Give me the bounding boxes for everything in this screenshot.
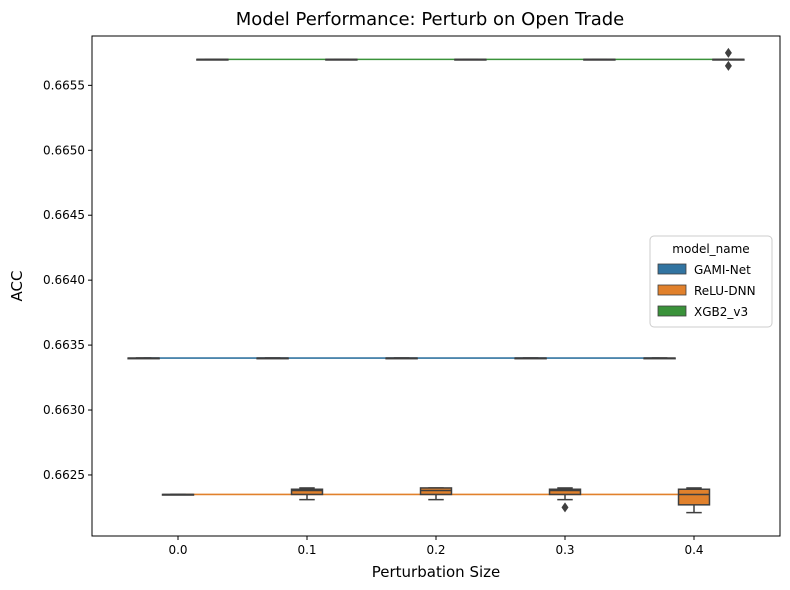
x-tick-label: 0.2: [426, 543, 445, 557]
box-0.1: [325, 58, 358, 61]
box-0.2: [454, 58, 487, 61]
box-body: [548, 488, 582, 496]
box-0.4: [712, 47, 745, 71]
outlier-point: [724, 60, 732, 71]
x-axis-label: Perturbation Size: [372, 563, 500, 581]
chart-title: Model Performance: Perturb on Open Trade: [236, 9, 625, 30]
legend-swatch: [657, 284, 687, 296]
y-tick-label: 0.6650: [43, 143, 85, 157]
box-body: [677, 488, 711, 506]
box-0.1: [290, 487, 324, 501]
box-0.2: [385, 357, 418, 360]
y-tick-label: 0.6640: [43, 273, 85, 287]
box-0.0: [196, 58, 229, 61]
legend-label: ReLU-DNN: [694, 284, 756, 298]
x-tick-label: 0.4: [684, 543, 703, 557]
box-body: [290, 488, 324, 496]
box-0.3: [583, 58, 616, 61]
box-0.4: [677, 487, 711, 514]
legend: model_name GAMI-Net ReLU-DNN XGB2_v3: [649, 235, 773, 328]
box-0.4: [643, 357, 676, 360]
x-axis: 0.0 0.1 0.2 0.3 0.4: [168, 536, 704, 557]
box-0.3: [548, 487, 582, 513]
outlier-point: [561, 502, 569, 513]
box-0.3: [514, 357, 547, 360]
box-0.2: [419, 487, 453, 501]
x-tick-label: 0.1: [297, 543, 316, 557]
box-0.0: [127, 357, 160, 360]
y-tick-label: 0.6630: [43, 403, 85, 417]
x-tick-label: 0.3: [555, 543, 574, 557]
outlier-point: [724, 47, 732, 58]
y-tick-label: 0.6635: [43, 338, 85, 352]
box-0.1: [256, 357, 289, 360]
y-axis-label: ACC: [8, 271, 26, 302]
series-XGB2_v3: [196, 47, 745, 71]
y-axis: 0.6625 0.6630 0.6635 0.6640 0.6645 0.6650 0.66…: [43, 78, 92, 482]
y-tick-label: 0.6655: [43, 78, 85, 92]
series-ReLU-DNN: [161, 487, 711, 514]
y-tick-label: 0.6625: [43, 468, 85, 482]
legend-title: model_name: [672, 242, 749, 256]
legend-box: [649, 235, 773, 328]
legend-swatch: [657, 305, 687, 317]
legend-swatch: [657, 263, 687, 275]
y-tick-label: 0.6645: [43, 208, 85, 222]
x-tick-label: 0.0: [168, 543, 187, 557]
legend-label: GAMI-Net: [694, 263, 751, 277]
series-GAMI-Net: [127, 357, 676, 360]
box-0.0: [161, 493, 195, 496]
plot-area: [127, 47, 745, 514]
legend-label: XGB2_v3: [694, 305, 748, 319]
